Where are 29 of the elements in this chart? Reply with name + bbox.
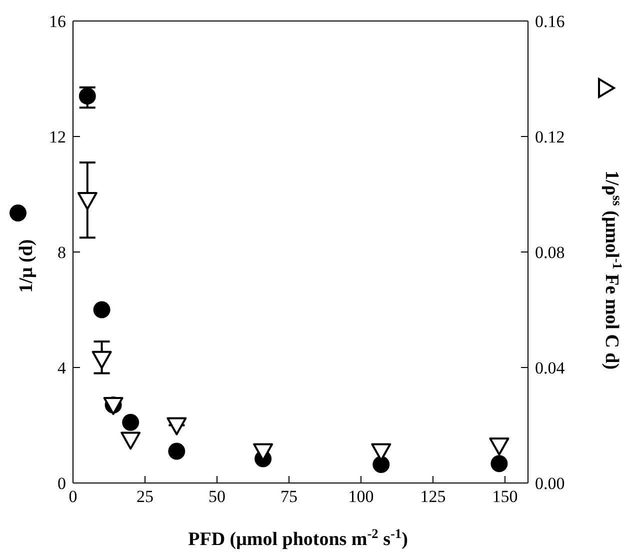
point	[166, 417, 187, 436]
x-tick-label: 125	[420, 487, 446, 506]
point	[372, 456, 390, 474]
point	[92, 350, 112, 369]
y-tick-label: 8	[58, 243, 66, 262]
point	[168, 442, 186, 460]
y-tick-label: 12	[49, 128, 66, 147]
x-tick-label: 150	[492, 487, 518, 506]
y2-tick-label: 0.00	[535, 474, 565, 494]
x-tick-label: 25	[136, 487, 154, 506]
point	[122, 414, 140, 431]
y-tick-label: 4	[58, 358, 66, 378]
point	[120, 432, 141, 450]
y2-tick-label: 0.16	[535, 12, 565, 32]
point	[489, 437, 510, 456]
y2-tick-label: 0.08	[535, 243, 565, 262]
x-tick-label: 50	[208, 487, 226, 506]
y2-tick-label: 0.04	[535, 358, 566, 378]
y2-tick-label: 0.12	[535, 128, 565, 147]
point	[77, 192, 98, 210]
x-tick-label: 100	[348, 487, 374, 506]
y-tick-label: 0	[58, 474, 66, 494]
point	[93, 301, 110, 318]
point	[78, 88, 96, 105]
point	[490, 455, 508, 472]
y-tick-label: 16	[49, 12, 66, 32]
x-axis-title: PFD (μmol photons m$^{-2}$ s$^{-1}$)	[188, 526, 408, 550]
x-tick-label: 75	[280, 487, 298, 506]
y-axis-title: 1/μ (d)	[16, 239, 37, 293]
